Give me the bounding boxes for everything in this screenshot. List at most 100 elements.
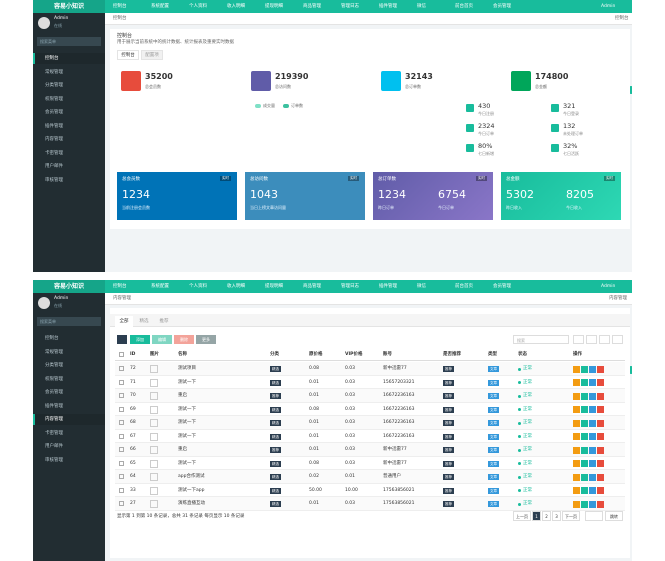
nav-link[interactable]: 管理日志	[341, 284, 359, 289]
row-action[interactable]	[581, 500, 588, 508]
tab[interactable]: 控制台	[117, 50, 139, 60]
row-action[interactable]	[589, 379, 596, 386]
nav-link[interactable]: 会员管理	[493, 284, 511, 289]
nav-link[interactable]: 收入明细	[227, 284, 245, 289]
row-action[interactable]	[573, 446, 580, 454]
row-action[interactable]	[573, 379, 580, 386]
menu-item[interactable]: 常规管理	[45, 349, 63, 355]
row-action[interactable]	[573, 487, 580, 494]
row-action[interactable]	[581, 406, 588, 413]
menu-item[interactable]: 会员管理	[45, 110, 63, 115]
refresh-button[interactable]	[117, 335, 127, 344]
tool-icon[interactable]	[586, 335, 597, 344]
row-action[interactable]	[589, 446, 596, 454]
menu-item[interactable]: 用户邮件	[45, 164, 63, 169]
menu-item[interactable]: 审核管理	[45, 177, 63, 183]
row-action[interactable]	[589, 473, 596, 481]
row-action[interactable]	[573, 406, 580, 413]
checkbox[interactable]	[119, 501, 124, 506]
menu-item[interactable]: 用户邮件	[45, 444, 63, 449]
menu-item[interactable]: 控制台	[33, 53, 105, 64]
nav-link[interactable]: 系统配置	[151, 284, 169, 289]
checkbox[interactable]	[119, 393, 124, 398]
tab[interactable]: 精选	[139, 319, 149, 324]
row-action[interactable]	[573, 500, 580, 508]
row-action[interactable]	[597, 379, 604, 386]
row-action[interactable]	[589, 433, 596, 440]
menu-search[interactable]: 搜索菜单	[37, 37, 101, 46]
row-action[interactable]	[573, 392, 580, 400]
checkbox[interactable]	[119, 379, 124, 385]
row-action[interactable]	[581, 379, 588, 386]
toolbar-button[interactable]: 添加	[130, 335, 150, 344]
nav-link[interactable]: 插件管理	[379, 4, 397, 9]
page-link[interactable]: 1	[532, 511, 541, 521]
page-link[interactable]: 下一页	[562, 511, 580, 521]
row-action[interactable]	[597, 473, 604, 481]
nav-link[interactable]: 前台首页	[455, 284, 473, 289]
nav-link[interactable]: 控制台	[113, 4, 127, 9]
page-link[interactable]: 上一页	[513, 511, 531, 521]
menu-search[interactable]: 搜索菜单	[37, 317, 101, 326]
row-action[interactable]	[581, 446, 588, 454]
nav-link[interactable]: 控制台	[113, 284, 127, 289]
checkbox[interactable]	[119, 474, 124, 479]
row-action[interactable]	[581, 433, 588, 440]
menu-item[interactable]: 插件管理	[45, 123, 63, 129]
row-action[interactable]	[597, 433, 604, 440]
checkbox[interactable]	[119, 366, 124, 371]
nav-link[interactable]: 收入明细	[227, 4, 245, 9]
row-action[interactable]	[597, 365, 604, 373]
tool-icon[interactable]	[599, 335, 610, 344]
menu-item[interactable]: 内容管理	[45, 137, 63, 142]
toolbar-button[interactable]: 更多	[196, 335, 216, 344]
menu-item[interactable]: 权限管理	[45, 96, 63, 102]
nav-link[interactable]: 系统配置	[151, 4, 169, 9]
row-action[interactable]	[589, 406, 596, 413]
page-input[interactable]	[585, 511, 603, 521]
menu-item[interactable]: 插件管理	[45, 403, 63, 409]
nav-link[interactable]: 插件管理	[379, 284, 397, 289]
nav-link[interactable]: 微信	[417, 4, 426, 9]
row-action[interactable]	[581, 473, 588, 481]
nav-link[interactable]: 商品管理	[303, 284, 321, 289]
toolbar-button[interactable]: 编辑	[152, 335, 172, 344]
row-action[interactable]	[581, 392, 588, 400]
tab[interactable]: 推荐	[159, 319, 169, 324]
checkbox[interactable]	[119, 420, 124, 425]
user-menu[interactable]: Admin	[601, 284, 616, 289]
row-action[interactable]	[597, 392, 604, 400]
row-action[interactable]	[589, 487, 596, 494]
menu-item[interactable]: 审核管理	[45, 457, 63, 463]
tab[interactable]: 全部	[115, 316, 133, 327]
nav-link[interactable]: 个人资料	[189, 4, 207, 9]
menu-item[interactable]: 分类管理	[45, 363, 63, 368]
page-link[interactable]: 2	[542, 511, 551, 521]
user-menu[interactable]: Admin	[601, 4, 616, 9]
row-action[interactable]	[581, 365, 588, 373]
row-action[interactable]	[573, 473, 580, 481]
row-action[interactable]	[589, 460, 596, 467]
checkbox[interactable]	[119, 460, 124, 466]
row-action[interactable]	[573, 419, 580, 427]
menu-item[interactable]: 权限管理	[45, 376, 63, 382]
menu-item[interactable]: 会员管理	[45, 390, 63, 395]
row-action[interactable]	[573, 433, 580, 440]
nav-link[interactable]: 提现明细	[265, 284, 283, 289]
nav-link[interactable]: 前台首页	[455, 4, 473, 9]
row-action[interactable]	[597, 446, 604, 454]
menu-item[interactable]: 卡密管理	[45, 150, 63, 156]
nav-link[interactable]: 微信	[417, 284, 426, 289]
row-action[interactable]	[597, 460, 604, 467]
row-action[interactable]	[581, 460, 588, 467]
nav-link[interactable]: 个人资料	[189, 284, 207, 289]
row-action[interactable]	[589, 419, 596, 427]
row-action[interactable]	[597, 487, 604, 494]
row-action[interactable]	[597, 500, 604, 508]
checkbox[interactable]	[119, 487, 124, 493]
row-action[interactable]	[597, 406, 604, 413]
nav-link[interactable]: 提现明细	[265, 4, 283, 9]
row-action[interactable]	[573, 365, 580, 373]
nav-link[interactable]: 会员管理	[493, 4, 511, 9]
menu-item[interactable]: 卡密管理	[45, 430, 63, 436]
